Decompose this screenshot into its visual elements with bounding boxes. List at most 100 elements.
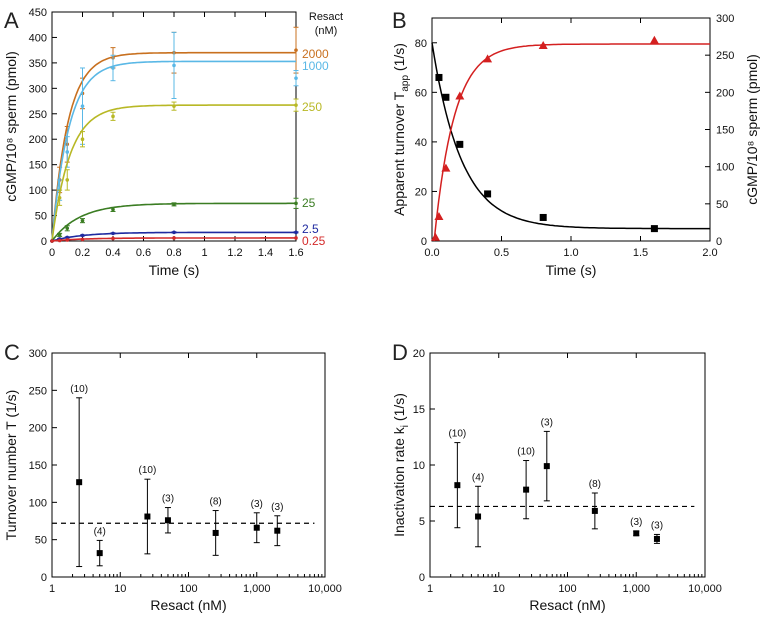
y-axis-label-main: Turnover number T [3, 421, 19, 540]
panel-letter-d: D [392, 340, 408, 365]
n-label: (3) [162, 494, 174, 505]
plot-frame-b [431, 17, 711, 242]
y-right-tick-label: 200 [716, 87, 734, 99]
data-point [294, 103, 298, 107]
data-point [456, 140, 464, 148]
data-point [475, 513, 482, 520]
data-point [111, 231, 115, 236]
fit-curve-tapp [431, 42, 710, 230]
n-label: (8) [589, 479, 601, 490]
y-tick-label: 150 [29, 160, 47, 172]
y-tick-label: 100 [29, 497, 47, 509]
plot-frame-c [51, 352, 326, 578]
data-point [650, 225, 658, 233]
y-tick-label: 0 [41, 236, 47, 248]
y-tick-label: 0 [421, 236, 427, 248]
y-tick-label: 15 [413, 404, 425, 416]
x-axis-label-d: Resact (nM) [529, 597, 605, 613]
n-label: (3) [271, 502, 283, 513]
data-point [111, 66, 115, 70]
plot-frame-d [429, 352, 706, 578]
x-tick-label: 0.6 [136, 247, 151, 259]
series-label: 0.25 [302, 234, 326, 248]
y-axis-label-sub: i [400, 425, 411, 427]
panel-d: D 1 10 100 1,000 10,000 0 5 10 15 20 Resact (nM) Ina… [391, 340, 722, 613]
data-point [57, 238, 62, 243]
y-right-tick-label: 150 [716, 125, 734, 137]
x-tick-label: 100 [179, 583, 197, 595]
data-point [65, 178, 70, 182]
x-tick-label: 2.0 [702, 247, 717, 259]
x-tick-label: 1.4 [258, 247, 273, 259]
data-point [543, 463, 550, 470]
y-right-tick-label: 0 [716, 236, 722, 248]
data-point [164, 517, 171, 524]
data-point [172, 202, 176, 207]
data-point [172, 236, 176, 240]
x-tick-label: 1,000 [622, 583, 650, 595]
data-point [172, 230, 176, 235]
y-tick-label: 450 [29, 7, 47, 19]
data-point [57, 233, 62, 237]
y-axis-label-left-unit: (1/s) [391, 43, 407, 75]
fit-curve-250 [51, 104, 296, 242]
y-right-tick-label: 300 [716, 13, 734, 25]
y-tick-label: 100 [29, 185, 47, 197]
x-tick-label: 1.2 [227, 247, 242, 259]
y-tick-label: 300 [29, 348, 47, 360]
data-point [80, 218, 85, 223]
data-point [294, 201, 298, 206]
y-right-tick-label: 100 [716, 162, 734, 174]
series-label: 25 [302, 196, 316, 210]
y-axis-label-main: Inactivation rate k [391, 426, 407, 537]
n-label: (4) [94, 526, 106, 537]
x-axis-label-c: Resact (nM) [150, 597, 226, 613]
data-point [80, 233, 85, 238]
y-tick-label: 20 [413, 348, 425, 360]
y-tick-label: 5 [419, 516, 425, 528]
data-point [65, 226, 70, 231]
panel-letter-a: A [4, 8, 19, 33]
panel-letter-c: C [4, 340, 20, 365]
data-point [591, 507, 598, 514]
y-tick-label: 20 [415, 186, 427, 198]
data-point [294, 236, 298, 240]
y-tick-label: 0 [419, 572, 425, 584]
data-point [441, 163, 451, 172]
y-tick-label: 250 [29, 385, 47, 397]
x-tick-label: 0.4 [105, 247, 120, 259]
x-tick-label: 1 [49, 583, 55, 595]
data-point [442, 93, 450, 101]
n-label: (3) [251, 499, 263, 510]
y-tick-label: 350 [29, 58, 47, 70]
n-label: (10) [448, 429, 466, 440]
panel-letter-b: B [392, 8, 407, 33]
n-label: (3) [630, 517, 642, 528]
y-axis-label-d: Inactivation rate ki (1/s) [391, 393, 411, 537]
y-axis-label-a: cGMP/10⁸ sperm (pmol) [3, 51, 19, 202]
x-tick-label: 1 [427, 583, 433, 595]
data-point [172, 63, 176, 68]
series-label: 250 [302, 100, 322, 114]
x-tick-label: 0.2 [75, 247, 90, 259]
data-point [483, 54, 493, 63]
data-point [80, 237, 85, 242]
y-tick-label: 400 [29, 32, 47, 44]
y-tick-label: 40 [415, 137, 427, 149]
data-point [80, 137, 85, 142]
series-label: 2000 [302, 47, 329, 61]
n-label: (4) [472, 472, 484, 483]
data-point [538, 41, 548, 50]
y-right-tick-label: 50 [716, 199, 728, 211]
x-tick-label: 1.0 [563, 247, 578, 259]
data-point [212, 529, 219, 536]
panel-a: A 0 0.2 0.4 0.6 0.8 1 1.2 1.4 1.6 0 50 100 150 200 250 3… [3, 7, 343, 278]
panel-c: C 1 10 100 1,000 10,000 0 50 100 150 200 250 300 Resa… [3, 340, 342, 613]
legend-title-line1: Resact [309, 11, 343, 23]
data-point [111, 236, 115, 241]
n-label: (3) [651, 520, 663, 531]
data-point [111, 114, 115, 119]
y-right-tick-label: 250 [716, 50, 734, 62]
n-label: (10) [517, 447, 535, 458]
y-axis-label-unit: (1/s) [3, 390, 19, 422]
